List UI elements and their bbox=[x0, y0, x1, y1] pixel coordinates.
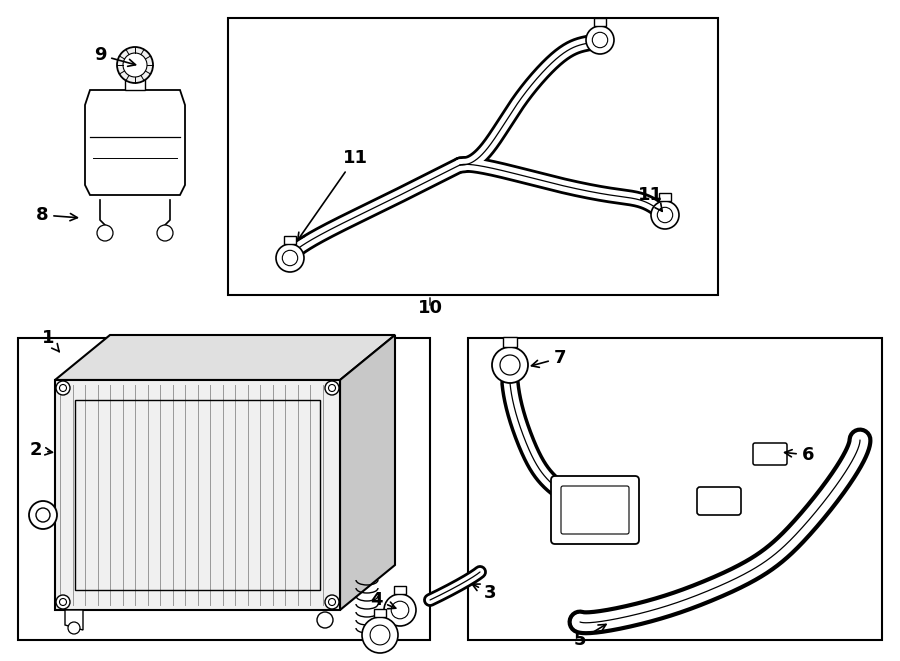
Circle shape bbox=[328, 598, 336, 605]
Text: 8: 8 bbox=[36, 206, 77, 224]
Polygon shape bbox=[55, 380, 340, 610]
Bar bbox=[284, 236, 296, 244]
Circle shape bbox=[370, 625, 390, 645]
Text: 10: 10 bbox=[418, 299, 443, 317]
Polygon shape bbox=[55, 335, 395, 380]
Text: 6: 6 bbox=[785, 446, 814, 464]
Bar bbox=[503, 337, 517, 347]
Circle shape bbox=[592, 32, 608, 48]
Polygon shape bbox=[65, 610, 83, 630]
Circle shape bbox=[56, 381, 70, 395]
Circle shape bbox=[283, 251, 298, 266]
Text: 11: 11 bbox=[298, 149, 367, 240]
Bar bbox=[228, 18, 718, 295]
Circle shape bbox=[384, 594, 416, 626]
Bar bbox=[18, 338, 430, 640]
Circle shape bbox=[317, 612, 333, 628]
Circle shape bbox=[392, 602, 409, 619]
Circle shape bbox=[117, 47, 153, 83]
Circle shape bbox=[59, 598, 67, 605]
Circle shape bbox=[29, 501, 57, 529]
FancyBboxPatch shape bbox=[697, 487, 741, 515]
Circle shape bbox=[56, 595, 70, 609]
Circle shape bbox=[328, 385, 336, 391]
Polygon shape bbox=[85, 90, 185, 195]
Text: 9: 9 bbox=[94, 46, 136, 66]
Text: 2: 2 bbox=[30, 441, 52, 459]
Circle shape bbox=[500, 355, 520, 375]
Circle shape bbox=[59, 385, 67, 391]
Bar bbox=[75, 400, 320, 590]
Text: 1: 1 bbox=[41, 329, 59, 352]
Circle shape bbox=[36, 508, 50, 522]
Circle shape bbox=[586, 26, 614, 54]
Circle shape bbox=[276, 244, 304, 272]
Text: 7: 7 bbox=[532, 349, 566, 368]
Bar bbox=[594, 18, 606, 26]
Circle shape bbox=[325, 595, 339, 609]
FancyBboxPatch shape bbox=[753, 443, 787, 465]
Bar bbox=[374, 609, 386, 617]
Bar bbox=[468, 338, 882, 640]
FancyBboxPatch shape bbox=[551, 476, 639, 544]
Text: 11: 11 bbox=[637, 186, 662, 212]
FancyBboxPatch shape bbox=[561, 486, 629, 534]
Polygon shape bbox=[340, 335, 395, 610]
Circle shape bbox=[97, 225, 113, 241]
Bar bbox=[125, 72, 145, 90]
Circle shape bbox=[157, 225, 173, 241]
Circle shape bbox=[123, 53, 147, 77]
Circle shape bbox=[651, 201, 679, 229]
Circle shape bbox=[657, 208, 672, 223]
Circle shape bbox=[68, 622, 80, 634]
Bar bbox=[659, 193, 671, 201]
Text: 4: 4 bbox=[370, 591, 396, 609]
Text: 5: 5 bbox=[574, 625, 606, 649]
Circle shape bbox=[362, 617, 398, 653]
Text: 3: 3 bbox=[472, 584, 496, 602]
Circle shape bbox=[325, 381, 339, 395]
Circle shape bbox=[492, 347, 528, 383]
Bar bbox=[394, 586, 406, 594]
